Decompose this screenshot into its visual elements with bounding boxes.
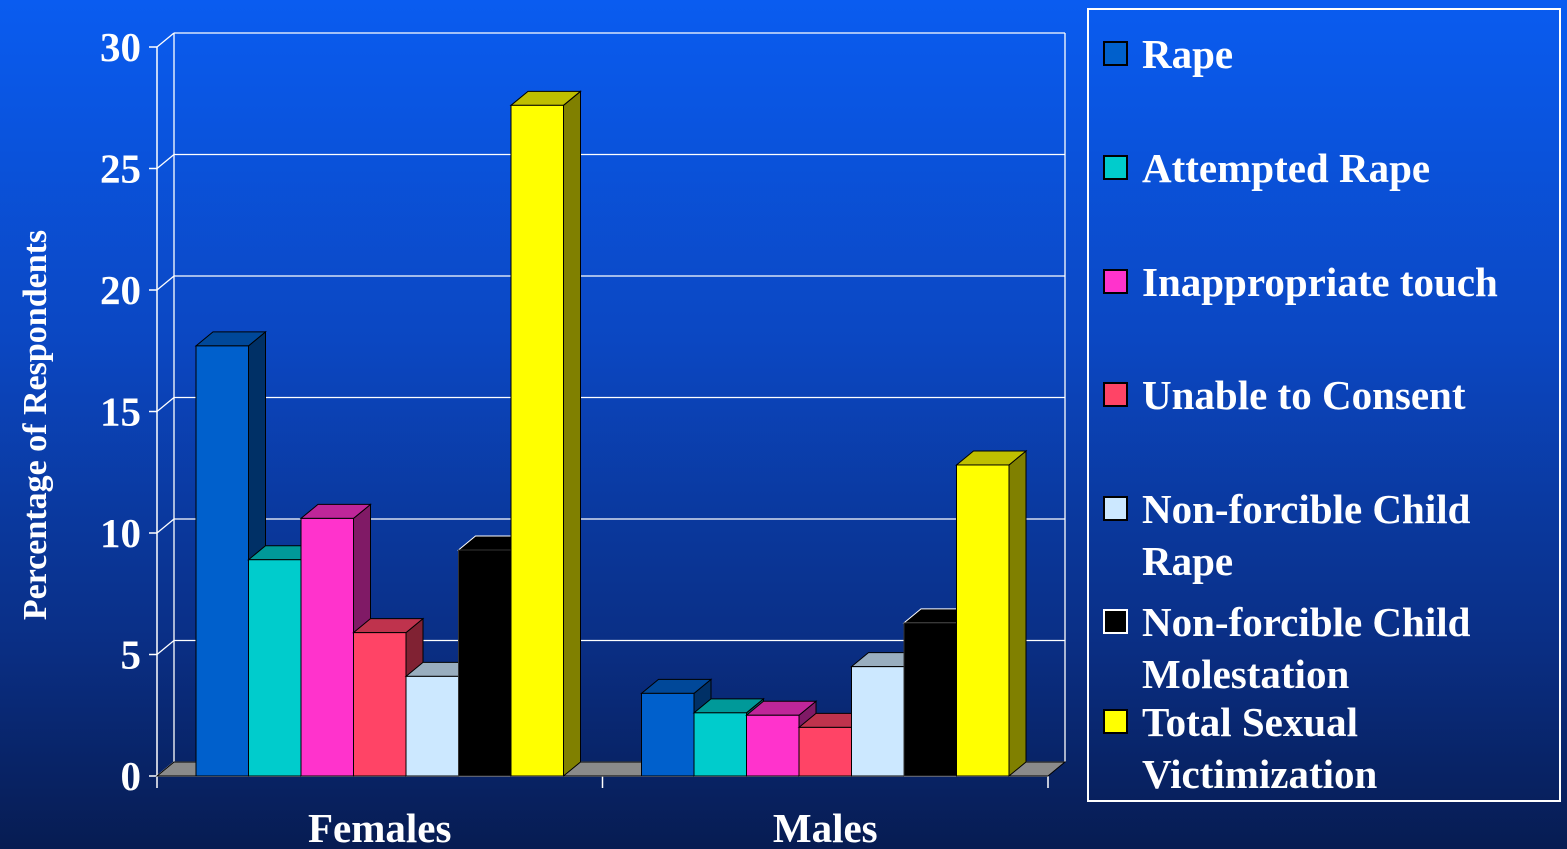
y-tick-label: 5: [121, 632, 142, 678]
legend-item: Rape: [1103, 28, 1233, 80]
legend-label: Inappropriate touch: [1142, 259, 1498, 305]
bar-side: [1008, 449, 1027, 778]
legend-swatch: [1103, 709, 1128, 734]
bar-front: [746, 714, 800, 777]
bar-front: [405, 675, 459, 777]
legend-item: Non-forcible Child Rape: [1103, 483, 1470, 587]
legend-label: Rape: [1142, 31, 1234, 77]
bar-front: [458, 549, 512, 777]
bar-front: [248, 559, 302, 777]
bar-chart: 0 5 10 15 20 25 30 Females Males Percentage of …: [17, 24, 1067, 849]
legend-label: Non-forcible Child Rape: [1142, 486, 1471, 584]
bar-front: [693, 712, 747, 777]
legend-swatch: [1103, 269, 1128, 294]
y-axis-label: Percentage of Respondents: [17, 230, 54, 620]
legend-label: Total Sexual Victimization: [1142, 699, 1378, 797]
y-tick-label: 15: [100, 389, 141, 435]
legend-swatch: [1103, 496, 1128, 521]
legend: Rape Attempted Rape Inappropriate touch …: [1087, 8, 1561, 802]
bar-front: [903, 622, 957, 777]
legend-item: Inappropriate touch: [1103, 256, 1498, 308]
bar-front: [956, 464, 1010, 777]
bar-front: [798, 726, 852, 777]
y-tick-label: 20: [100, 267, 141, 313]
legend-swatch: [1103, 41, 1128, 66]
y-tick-label: 25: [100, 146, 141, 192]
gridline-side: [156, 275, 175, 291]
gridline-side: [156, 639, 175, 656]
bar-front: [851, 666, 905, 777]
bar-front: [510, 104, 564, 777]
y-tick-label: 0: [121, 753, 142, 799]
legend-label: Attempted Rape: [1142, 145, 1431, 191]
gridline-side: [156, 153, 175, 170]
gridline-side: [156, 518, 175, 534]
legend-swatch: [1103, 155, 1128, 180]
legend-item: Total Sexual Victimization: [1103, 696, 1377, 800]
legend-item: Non-forcible Child Molestation: [1103, 596, 1470, 700]
gridline-side: [156, 396, 175, 413]
bar: [955, 449, 1028, 778]
legend-label: Unable to Consent: [1142, 372, 1466, 418]
legend-swatch: [1103, 609, 1128, 634]
x-tick-label: Females: [308, 805, 451, 849]
bar-front: [353, 632, 407, 777]
y-tick-label: 10: [100, 510, 141, 556]
y-tick-label: 30: [100, 24, 141, 70]
bar: [509, 90, 582, 778]
bar-front: [195, 345, 249, 777]
bars: [194, 90, 1028, 778]
legend-swatch: [1103, 382, 1128, 407]
gridline-side: [156, 32, 175, 48]
bar-front: [641, 692, 695, 777]
y-tick-labels: 0 5 10 15 20 25 30: [100, 24, 141, 799]
bar: [299, 503, 372, 778]
bar-front: [300, 517, 354, 777]
legend-item: Attempted Rape: [1103, 142, 1430, 194]
x-tick-labels: Females Males: [308, 805, 878, 849]
bar-side: [563, 90, 581, 778]
legend-label: Non-forcible Child Molestation: [1142, 599, 1471, 697]
legend-item: Unable to Consent: [1103, 369, 1465, 421]
x-tick-label: Males: [773, 805, 878, 849]
